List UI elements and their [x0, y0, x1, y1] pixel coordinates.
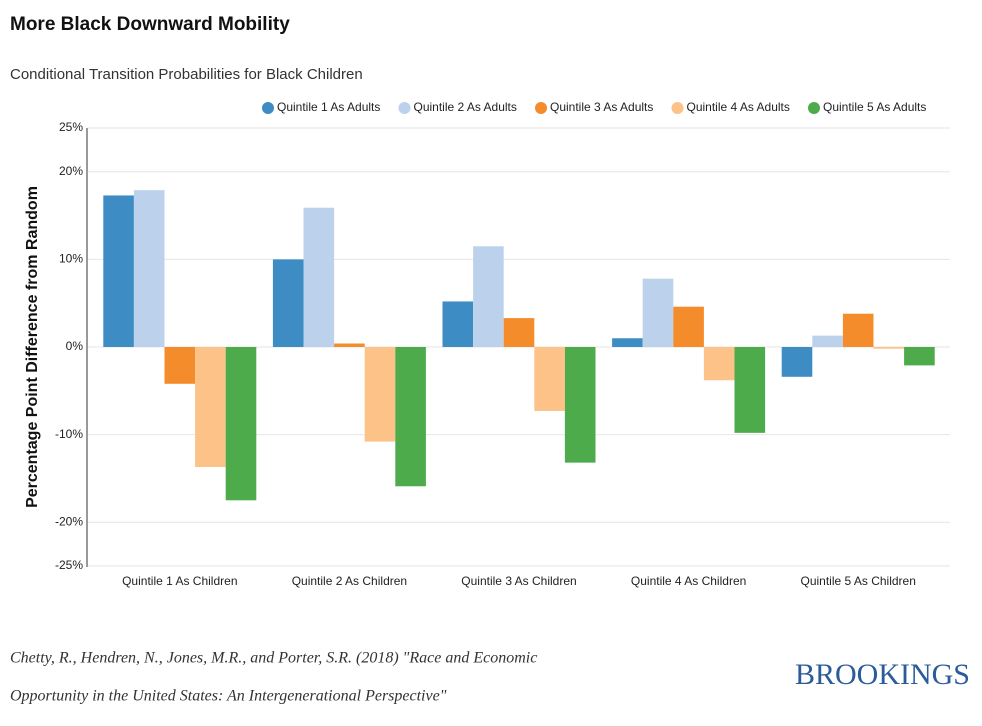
y-tick-label: 20%	[59, 164, 83, 178]
y-tick-label: 25%	[59, 120, 83, 134]
legend-label: Quintile 4 As Adults	[687, 100, 790, 114]
bar	[564, 347, 596, 463]
bar	[442, 301, 474, 347]
bar	[164, 347, 196, 384]
bar	[103, 195, 134, 347]
legend-swatch	[808, 102, 820, 114]
bar	[873, 347, 905, 349]
bar	[781, 347, 813, 377]
legend-swatch	[262, 102, 274, 114]
y-tick-label: -10%	[55, 427, 83, 441]
source-line: Opportunity in the United States: An Int…	[10, 688, 447, 705]
logo: BROOKINGS	[795, 658, 970, 691]
bar	[395, 347, 426, 487]
legend-label: Quintile 5 As Adults	[823, 100, 926, 114]
bar	[904, 347, 935, 366]
bar	[195, 347, 226, 468]
bar	[734, 347, 766, 433]
bar	[225, 347, 257, 501]
bar	[612, 338, 643, 347]
bar	[642, 278, 674, 347]
x-tick-label: Quintile 1 As Children	[122, 574, 237, 588]
y-tick-label: -20%	[55, 514, 83, 528]
bar	[473, 246, 504, 347]
bar	[303, 207, 335, 347]
bar	[703, 347, 735, 381]
bar	[812, 335, 843, 347]
x-tick-label: Quintile 4 As Children	[631, 574, 746, 588]
legend-swatch	[671, 102, 684, 114]
bar	[673, 306, 704, 347]
chart-title: More Black Downward Mobility	[10, 14, 290, 35]
bar	[503, 318, 535, 347]
bar	[334, 343, 365, 347]
bar	[133, 190, 165, 347]
source-line: Chetty, R., Hendren, N., Jones, M.R., an…	[10, 650, 537, 667]
y-tick-label: -25%	[55, 558, 83, 572]
y-tick-label: 0%	[66, 339, 84, 353]
legend-label: Quintile 1 As Adults	[277, 100, 380, 114]
legend-label: Quintile 2 As Adults	[414, 100, 517, 114]
y-axis-label: Percentage Point Difference from Random	[24, 186, 41, 508]
x-tick-label: Quintile 3 As Children	[461, 574, 576, 588]
x-tick-label: Quintile 2 As Children	[292, 574, 407, 588]
bar	[364, 347, 396, 442]
bar	[272, 259, 304, 347]
bar	[534, 347, 565, 411]
legend-swatch	[398, 102, 411, 114]
x-tick-label: Quintile 5 As Children	[800, 574, 915, 588]
y-tick-label: 10%	[59, 252, 83, 266]
chart-subtitle: Conditional Transition Probabilities for…	[10, 66, 363, 83]
legend-swatch	[535, 102, 547, 114]
legend-label: Quintile 3 As Adults	[550, 100, 653, 114]
bar	[842, 313, 874, 347]
